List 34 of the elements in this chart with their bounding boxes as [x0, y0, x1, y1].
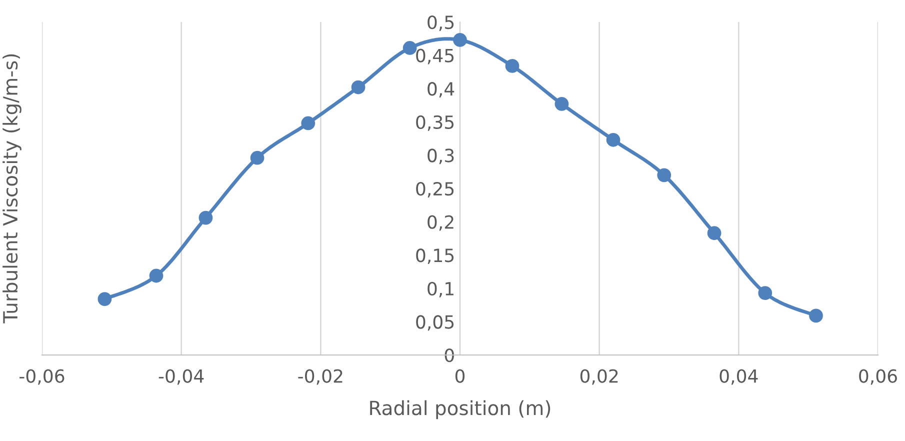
point	[98, 292, 112, 306]
y-tick-label: 0,5	[428, 15, 454, 31]
y-axis-title: Turbulent Viscosity (kg/m-s)	[2, 54, 22, 324]
x-tick-label: -0,06	[20, 369, 64, 385]
point	[149, 268, 164, 283]
y-tick-label: 0,15	[416, 248, 454, 264]
x-tick-label: 0,06	[859, 369, 897, 385]
point	[657, 168, 672, 182]
x-tick-label: -0,02	[298, 369, 342, 385]
point	[301, 116, 316, 130]
x-tick-label: 0	[455, 369, 465, 383]
x-axis-title: Radial position (m)	[370, 400, 550, 420]
point	[505, 59, 520, 73]
y-tick-label: 0,45	[416, 48, 454, 64]
point	[809, 308, 823, 323]
x-tick-label: 0,04	[720, 369, 758, 385]
point	[453, 33, 467, 47]
point	[402, 41, 417, 55]
y-tick-label: 0,05	[416, 315, 454, 331]
point	[554, 96, 569, 111]
y-tick-label: 0,35	[416, 115, 454, 131]
point	[758, 286, 772, 300]
point	[606, 132, 620, 147]
y-tick-label: 0,2	[428, 215, 454, 231]
y-tick-label: 0,25	[416, 182, 454, 198]
x-tick-label: -0,04	[158, 369, 204, 385]
x-tick-label: 0,02	[580, 369, 618, 385]
y-tick-label: 0,3	[428, 148, 454, 164]
point	[198, 210, 213, 225]
y-tick-label: 0,1	[428, 282, 454, 298]
point	[351, 80, 366, 94]
y-tick-label: 0,4	[428, 82, 454, 98]
point	[707, 226, 722, 240]
point	[250, 150, 264, 165]
